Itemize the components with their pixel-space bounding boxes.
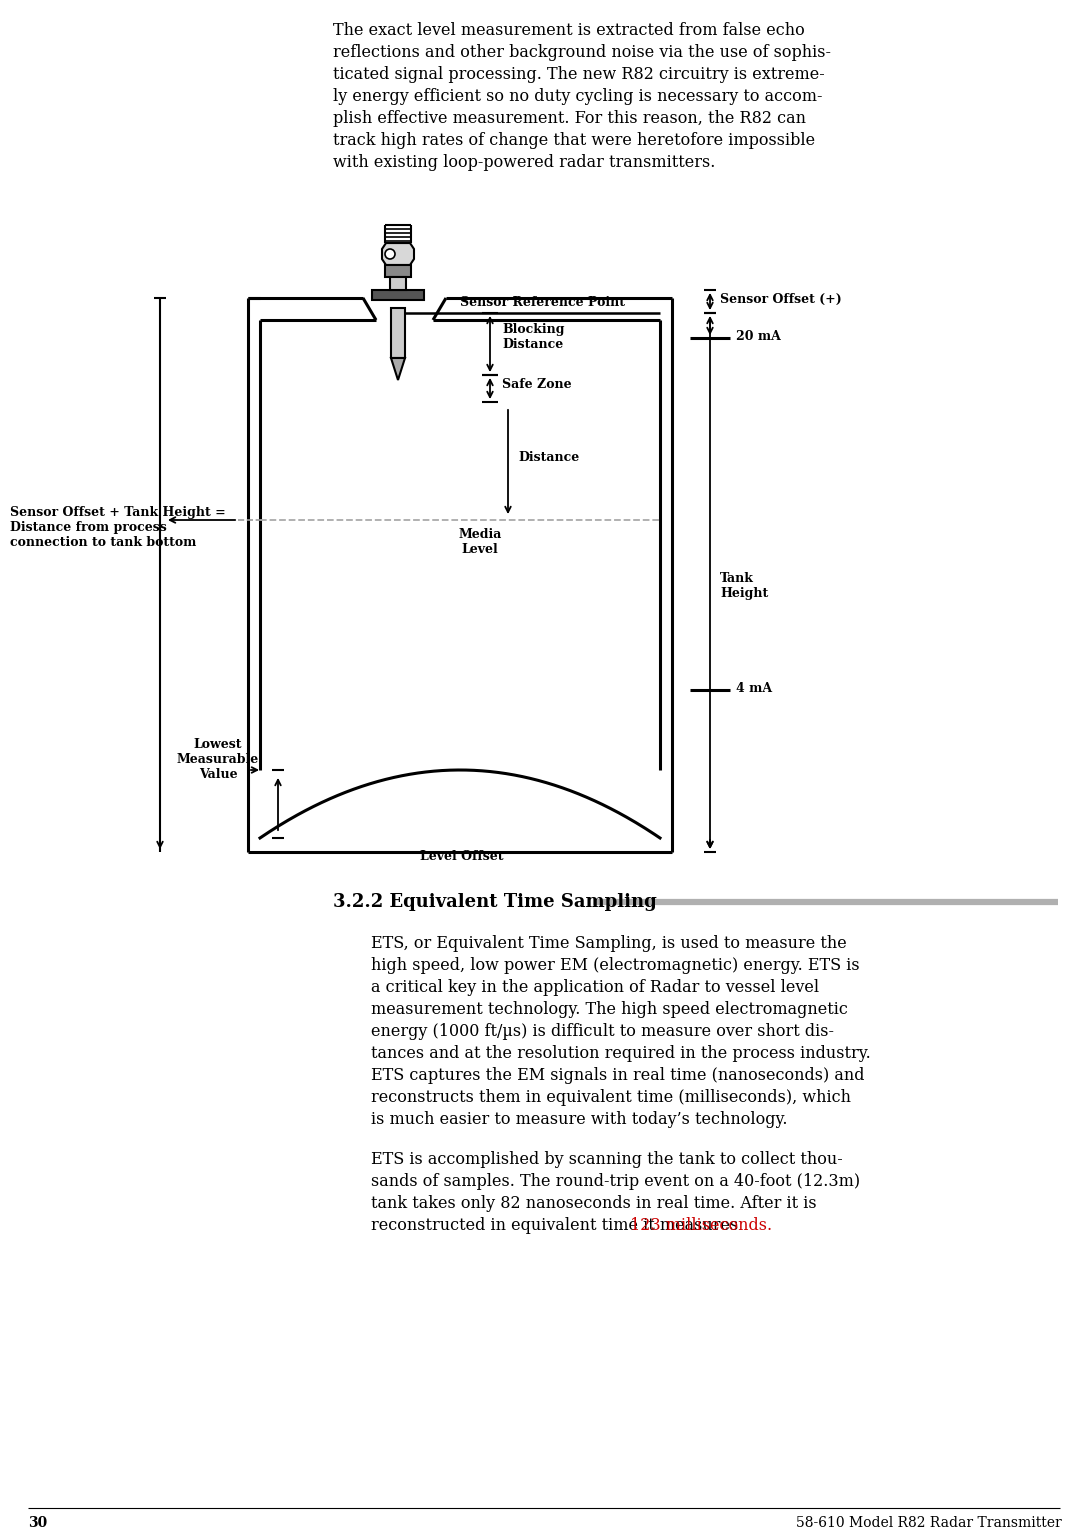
Text: a critical key in the application of Radar to vessel level: a critical key in the application of Rad… <box>371 978 819 997</box>
Text: Distance: Distance <box>518 452 579 464</box>
Polygon shape <box>382 243 415 265</box>
Text: 20 mA: 20 mA <box>735 331 781 343</box>
Text: sands of samples. The round-trip event on a 40-foot (12.3m): sands of samples. The round-trip event o… <box>371 1173 861 1190</box>
Text: ETS captures the EM signals in real time (nanoseconds) and: ETS captures the EM signals in real time… <box>371 1067 865 1084</box>
Text: Sensor Offset + Tank Height =
Distance from process
connection to tank bottom: Sensor Offset + Tank Height = Distance f… <box>10 507 225 550</box>
Text: reconstructed in equivalent time it measures: reconstructed in equivalent time it meas… <box>371 1217 743 1234</box>
Text: ticated signal processing. The new R82 circuitry is extreme-: ticated signal processing. The new R82 c… <box>333 66 825 83</box>
Polygon shape <box>391 358 405 380</box>
Text: Safe Zone: Safe Zone <box>502 378 571 390</box>
Text: Lowest
Measurable
Value: Lowest Measurable Value <box>177 738 259 781</box>
Text: energy (1000 ft/µs) is difficult to measure over short dis-: energy (1000 ft/µs) is difficult to meas… <box>371 1023 834 1040</box>
Bar <box>372 289 424 300</box>
Text: tank takes only 82 nanoseconds in real time. After it is: tank takes only 82 nanoseconds in real t… <box>371 1196 817 1213</box>
Text: 3.2.2 Equivalent Time Sampling: 3.2.2 Equivalent Time Sampling <box>333 893 657 911</box>
Text: 4 mA: 4 mA <box>735 681 772 695</box>
Text: ETS is accomplished by scanning the tank to collect thou-: ETS is accomplished by scanning the tank… <box>371 1151 843 1168</box>
Text: ETS, or Equivalent Time Sampling, is used to measure the: ETS, or Equivalent Time Sampling, is use… <box>371 935 846 952</box>
Text: 123 milliseconds.: 123 milliseconds. <box>630 1217 771 1234</box>
Text: Media
Level: Media Level <box>458 528 502 556</box>
Text: ly energy efficient so no duty cycling is necessary to accom-: ly energy efficient so no duty cycling i… <box>333 87 823 106</box>
Circle shape <box>385 250 395 259</box>
Text: measurement technology. The high speed electromagnetic: measurement technology. The high speed e… <box>371 1001 848 1018</box>
Text: The exact level measurement is extracted from false echo: The exact level measurement is extracted… <box>333 21 805 38</box>
Text: track high rates of change that were heretofore impossible: track high rates of change that were her… <box>333 132 815 149</box>
Text: reconstructs them in equivalent time (milliseconds), which: reconstructs them in equivalent time (mi… <box>371 1089 851 1105</box>
Text: Level Offset: Level Offset <box>420 850 504 863</box>
Text: 58-610 Model R82 Radar Transmitter: 58-610 Model R82 Radar Transmitter <box>796 1516 1062 1529</box>
Text: tances and at the resolution required in the process industry.: tances and at the resolution required in… <box>371 1046 870 1063</box>
Bar <box>385 265 411 277</box>
Bar <box>390 277 406 289</box>
Text: Tank
Height: Tank Height <box>720 573 768 600</box>
Text: 30: 30 <box>28 1516 47 1529</box>
Text: Sensor Offset (+): Sensor Offset (+) <box>720 292 842 306</box>
Text: plish effective measurement. For this reason, the R82 can: plish effective measurement. For this re… <box>333 110 806 127</box>
Text: with existing loop-powered radar transmitters.: with existing loop-powered radar transmi… <box>333 155 716 171</box>
Text: high speed, low power EM (electromagnetic) energy. ETS is: high speed, low power EM (electromagneti… <box>371 957 860 974</box>
Bar <box>391 308 405 358</box>
Text: Sensor Reference Point: Sensor Reference Point <box>460 295 625 309</box>
Text: is much easier to measure with today’s technology.: is much easier to measure with today’s t… <box>371 1112 788 1128</box>
Text: Blocking
Distance: Blocking Distance <box>502 323 565 351</box>
Text: reflections and other background noise via the use of sophis-: reflections and other background noise v… <box>333 44 831 61</box>
